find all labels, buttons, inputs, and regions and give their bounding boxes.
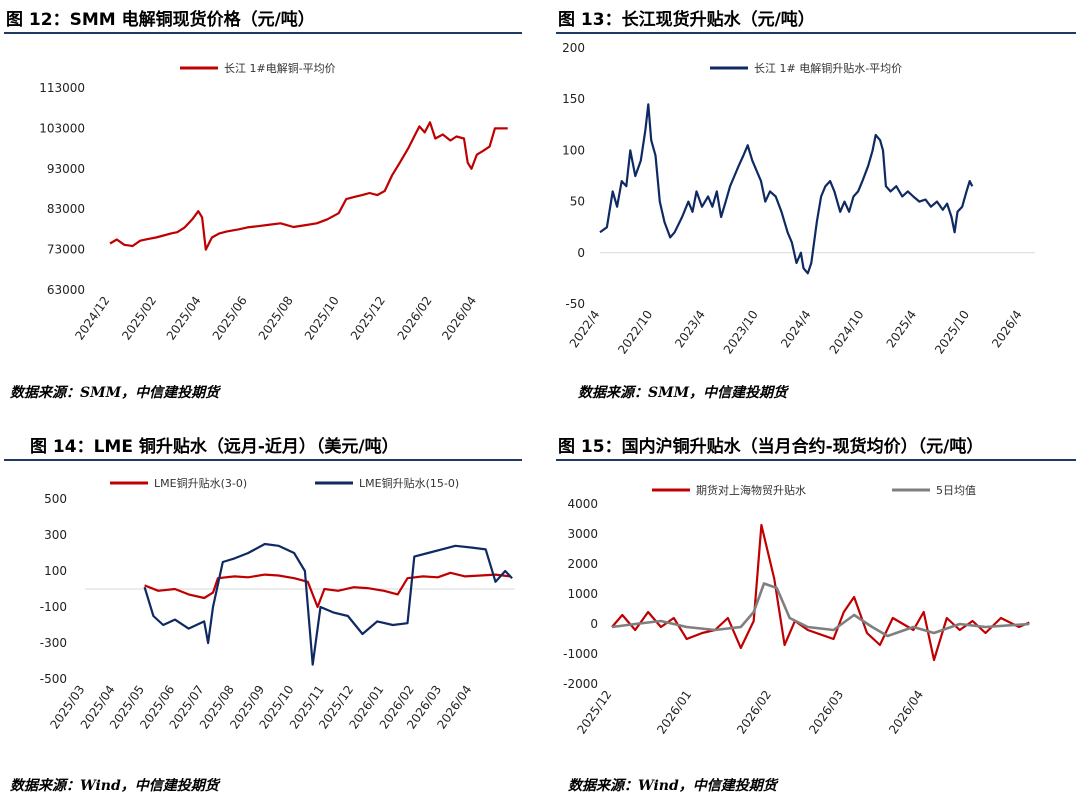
- chart-title: 图 13：长江现货升贴水（元/吨）: [558, 10, 815, 30]
- y-tick-label: -2000: [563, 677, 598, 691]
- x-tick-label: 2022/4: [567, 308, 603, 351]
- source-note: 数据来源：SMM，中信建投期货: [578, 385, 788, 401]
- y-tick-label: 150: [562, 92, 585, 106]
- y-tick-label: 0: [577, 246, 585, 260]
- x-tick-label: 2024/12: [72, 294, 112, 343]
- chart-lme-spread: -500-300-1001003005002025/032025/042025/…: [40, 476, 515, 732]
- y-tick-label: 50: [570, 195, 585, 209]
- x-tick-label: 2026/01: [654, 688, 694, 737]
- y-tick-label: -500: [40, 672, 67, 686]
- y-tick-label: 93000: [47, 162, 85, 176]
- x-tick-label: 2025/4: [884, 308, 920, 351]
- y-tick-label: 3000: [567, 527, 598, 541]
- y-tick-label: -50: [565, 297, 585, 311]
- x-tick-label: 2025/12: [574, 688, 614, 737]
- x-tick-label: 2026/04: [439, 294, 479, 343]
- series-line: [143, 542, 513, 666]
- legend-label: LME铜升贴水(3-0): [154, 476, 247, 490]
- x-tick-label: 2024/4: [778, 308, 814, 351]
- title-rule: [556, 32, 1076, 34]
- legend-label: 5日均值: [936, 484, 976, 497]
- chart-title: 图 14：LME 铜升贴水（远月-近月）（美元/吨）: [30, 437, 399, 457]
- chart-title: 图 15：国内沪铜升贴水（当月合约-现货均价）（元/吨）: [558, 437, 984, 457]
- legend-label: 长江 1#电解铜-平均价: [224, 61, 336, 75]
- y-tick-label: 100: [562, 143, 585, 157]
- series-line: [144, 571, 511, 609]
- source-note: 数据来源：Wind，中信建投期货: [568, 778, 777, 794]
- y-tick-label: -300: [40, 636, 67, 650]
- chart-title: 图 12：SMM 电解铜现货价格（元/吨）: [6, 10, 315, 30]
- y-tick-label: 63000: [47, 283, 85, 297]
- y-tick-label: 4000: [567, 497, 598, 511]
- x-tick-label: 2023/4: [672, 308, 708, 351]
- x-tick-label: 2025/08: [256, 294, 296, 343]
- x-tick-label: 2025/06: [210, 294, 250, 343]
- title-rule: [4, 459, 522, 461]
- series-line: [611, 582, 1030, 638]
- y-tick-label: 1000: [567, 587, 598, 601]
- y-tick-label: 2000: [567, 557, 598, 571]
- x-tick-label: 2023/10: [721, 308, 761, 357]
- y-tick-label: 103000: [39, 121, 85, 135]
- title-rule: [556, 459, 1076, 461]
- source-note: 数据来源：SMM，中信建投期货: [10, 385, 220, 401]
- x-tick-label: 2026/4: [989, 308, 1025, 351]
- x-tick-label: 2025/04: [164, 294, 204, 343]
- x-tick-label: 2026/03: [806, 688, 846, 737]
- x-tick-label: 2026/04: [886, 688, 926, 737]
- y-tick-label: 73000: [47, 243, 85, 257]
- source-note: 数据来源：Wind，中信建投期货: [10, 778, 219, 794]
- series-line: [599, 103, 974, 275]
- series-line: [611, 523, 1030, 662]
- x-tick-label: 2022/10: [615, 308, 655, 357]
- x-tick-label: 2024/10: [827, 308, 867, 357]
- x-tick-label: 2025/10: [302, 294, 342, 343]
- y-tick-label: 500: [44, 492, 67, 506]
- title-rule: [4, 32, 522, 34]
- y-tick-label: 0: [590, 617, 598, 631]
- y-tick-label: -100: [40, 600, 67, 614]
- chart-shfe-spread: -2000 -1000 0 1000 2000 3000 4000 2025/12 2026/0…: [563, 483, 1030, 737]
- y-tick-label: 300: [44, 528, 67, 542]
- y-tick-label: 200: [562, 41, 585, 55]
- y-tick-label: 113000: [39, 81, 85, 95]
- chart-changjiang-premium: -50 0 50 100 150 200 2022/4 2022/10 2023/4 2023/1…: [562, 41, 1035, 357]
- x-tick-label: 2025/12: [348, 294, 388, 343]
- y-tick-label: 83000: [47, 202, 85, 216]
- x-tick-label: 2025/10: [932, 308, 972, 357]
- y-tick-label: -1000: [563, 647, 598, 661]
- x-tick-label: 2026/02: [734, 688, 774, 737]
- legend-label: LME铜升贴水(15-0): [359, 476, 459, 490]
- legend-label: 长江 1# 电解铜升贴水-平均价: [754, 61, 902, 75]
- x-tick-label: 2025/02: [119, 294, 159, 343]
- x-tick-label: 2026/02: [395, 294, 435, 343]
- legend-label: 期货对上海物贸升贴水: [696, 483, 806, 497]
- y-tick-label: 100: [44, 564, 67, 578]
- series-line: [109, 121, 508, 251]
